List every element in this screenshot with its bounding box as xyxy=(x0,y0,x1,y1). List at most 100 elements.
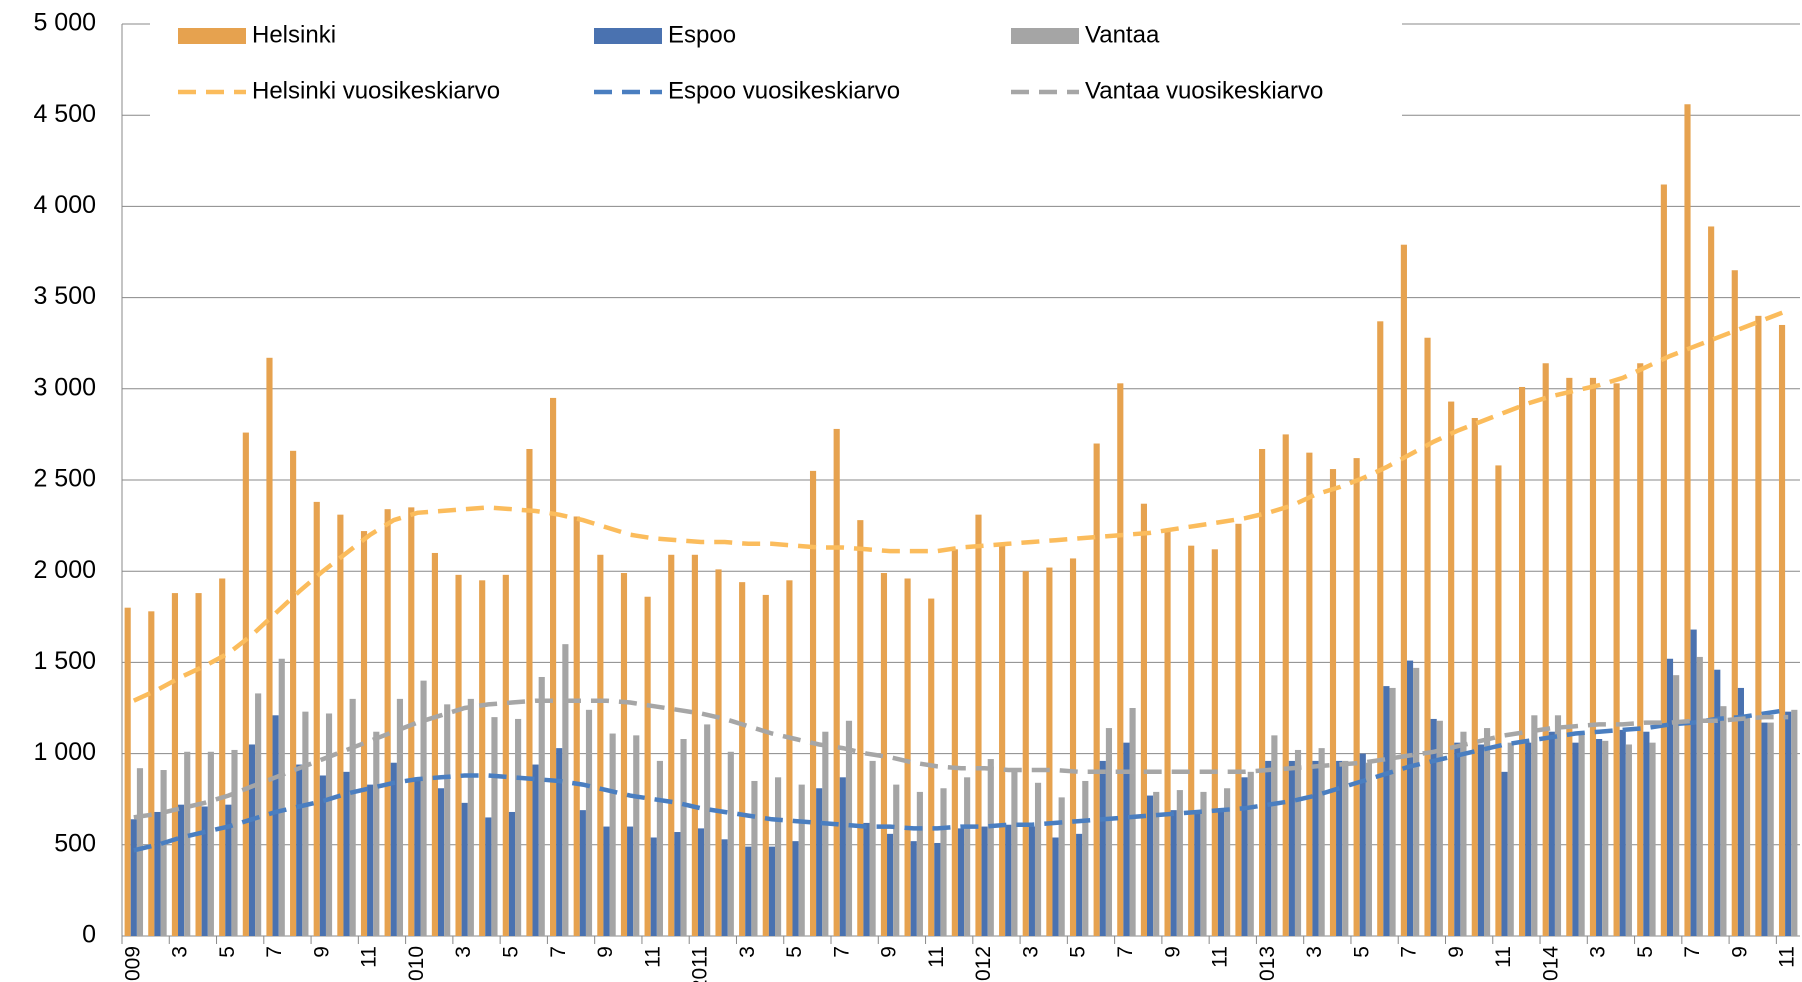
bar xyxy=(325,713,333,936)
bar xyxy=(1093,443,1100,936)
bar xyxy=(1282,434,1289,936)
bar xyxy=(1389,687,1396,936)
legend-label: Espoo xyxy=(668,21,736,48)
bar xyxy=(845,720,853,936)
bar xyxy=(951,549,958,936)
bar xyxy=(1525,742,1532,936)
bar xyxy=(1082,780,1089,936)
bar xyxy=(479,580,486,936)
x-tick-label: 3 xyxy=(1019,946,1042,958)
bar xyxy=(526,448,533,936)
bar xyxy=(1146,795,1154,936)
bar xyxy=(691,554,698,936)
bar xyxy=(1602,740,1609,936)
x-tick-label: 11 xyxy=(1776,946,1799,968)
bar xyxy=(1194,811,1201,936)
bar xyxy=(573,516,580,936)
bar xyxy=(455,574,462,936)
bar xyxy=(160,770,167,936)
legend-label: Vantaa xyxy=(1085,21,1160,48)
bar xyxy=(839,777,846,936)
bar xyxy=(762,594,769,936)
trend-line xyxy=(133,707,1789,853)
bar xyxy=(272,715,279,936)
x-tick-label: 11 xyxy=(925,946,948,968)
bar xyxy=(1377,321,1384,936)
bar xyxy=(556,748,563,936)
bar xyxy=(1117,383,1124,936)
bar xyxy=(1359,753,1366,936)
bar xyxy=(1430,718,1437,936)
bar xyxy=(408,507,415,936)
bar xyxy=(444,704,451,936)
bar xyxy=(1288,760,1295,936)
bar xyxy=(1176,790,1183,936)
bar xyxy=(1217,810,1225,936)
y-tick-label: 3 000 xyxy=(33,373,96,401)
bar xyxy=(130,819,137,936)
bar xyxy=(1518,386,1526,936)
x-tick-label: 11 xyxy=(641,946,664,968)
bar xyxy=(1052,837,1059,936)
bar xyxy=(396,698,404,936)
bar xyxy=(1170,810,1177,936)
x-tick-label: 9 xyxy=(1728,946,1751,958)
bar xyxy=(916,791,923,936)
x-tick-label: 7 xyxy=(1681,946,1704,958)
bar xyxy=(1460,731,1467,936)
bar xyxy=(1329,469,1337,936)
bar xyxy=(1164,531,1171,936)
bar xyxy=(313,501,320,936)
bar xyxy=(1737,687,1744,936)
bar xyxy=(857,520,864,936)
bar xyxy=(1767,722,1774,936)
bar xyxy=(1211,549,1218,936)
trend-line xyxy=(133,698,1789,820)
bar xyxy=(266,357,273,936)
x-tick-label: 7 xyxy=(263,946,286,958)
bar xyxy=(1743,717,1751,936)
bar xyxy=(1235,523,1242,936)
bar xyxy=(1566,377,1573,937)
bar xyxy=(893,784,900,936)
x-tick-label: 11 xyxy=(1209,946,1232,968)
bar xyxy=(981,826,988,936)
bar xyxy=(195,593,202,936)
legend-label: Helsinki vuosikeskiarvo xyxy=(252,77,500,104)
x-tick-label: 3 xyxy=(1587,946,1610,958)
x-tick-label: 2009 xyxy=(121,946,144,982)
bar xyxy=(278,658,285,936)
bar xyxy=(975,514,982,936)
bar xyxy=(1554,715,1562,936)
bar xyxy=(1643,731,1650,936)
bar xyxy=(207,751,214,936)
bar xyxy=(1153,791,1160,936)
bar xyxy=(1589,377,1597,937)
x-tick-label: 3 xyxy=(736,946,759,958)
bar xyxy=(880,573,888,936)
bar xyxy=(1259,448,1266,936)
bar xyxy=(290,450,297,936)
x-tick-label: 2010 xyxy=(405,946,428,982)
bar xyxy=(1484,728,1491,936)
bar xyxy=(219,578,226,936)
bar xyxy=(1058,797,1065,936)
bar xyxy=(1477,744,1485,936)
bar xyxy=(833,428,840,936)
bar xyxy=(1005,824,1012,936)
bar xyxy=(1625,744,1632,936)
bar xyxy=(1069,558,1077,936)
bar xyxy=(1755,315,1762,937)
bar xyxy=(337,514,344,936)
bar xyxy=(1572,742,1579,936)
bar xyxy=(384,509,391,936)
bar xyxy=(1578,731,1585,936)
bar xyxy=(201,806,208,936)
bar xyxy=(414,777,421,936)
bar xyxy=(1224,788,1231,936)
x-tick-label: 9 xyxy=(310,946,333,958)
x-tick-label: 5 xyxy=(1634,946,1657,958)
bar xyxy=(1548,731,1555,936)
bar xyxy=(1383,686,1390,936)
legend-box xyxy=(150,4,1402,122)
